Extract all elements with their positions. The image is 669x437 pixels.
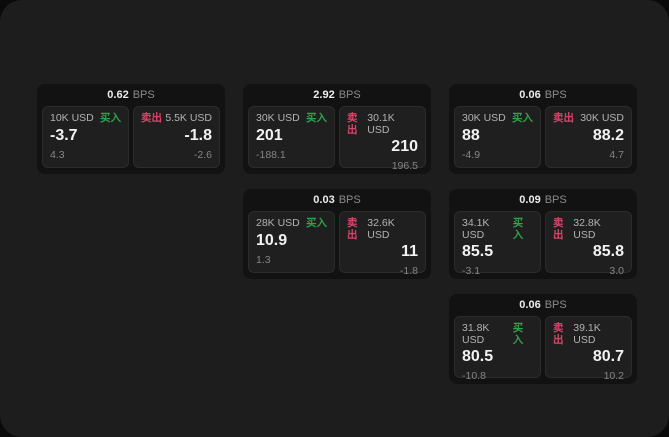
sell-amount: 32.8K USD	[573, 217, 601, 241]
sell-amount: 39.1K USD	[573, 322, 601, 346]
buy-sub-value: 1.3	[256, 253, 271, 266]
sell-panel[interactable]: 卖出 32.6K USD 11 -1.8	[339, 211, 426, 277]
sell-price: 88.2	[592, 126, 624, 144]
buy-sell-panels: 10K USD 买入 -3.7 4.3 卖出 5.5K USD -1.8 -2.…	[42, 106, 220, 168]
buy-sell-panels: 31.8K USD 买入 80.5 -10.8 卖出 39.1K USD 80.…	[454, 316, 632, 382]
bps-unit-label: BPS	[544, 89, 567, 101]
card-header: 0.09 BPS	[449, 189, 637, 211]
buy-amount: 34.1K USD	[462, 217, 490, 241]
buy-panel[interactable]: 30K USD 买入 201 -188.1	[248, 106, 335, 168]
buy-sub-value: -4.9	[462, 148, 481, 161]
buy-sell-panels: 28K USD 买入 10.9 1.3 卖出 32.6K USD 11 -1.8	[248, 211, 426, 277]
card-header: 0.06 BPS	[449, 84, 637, 106]
sell-amount: 30.1K USD	[367, 112, 395, 136]
buy-amount: 31.8K USD	[462, 322, 490, 346]
sell-panel[interactable]: 卖出 5.5K USD -1.8 -2.6	[133, 106, 220, 168]
quote-card: 0.06 BPS 30K USD 买入 88 -4.9 卖出 30K USD 8…	[449, 84, 637, 174]
quote-card: 0.62 BPS 10K USD 买入 -3.7 4.3 卖出 5.5K USD…	[37, 84, 225, 174]
buy-amount: 28K USD	[256, 217, 300, 229]
buy-tag: 买入	[512, 112, 533, 124]
buy-sell-panels: 30K USD 买入 201 -188.1 卖出 30.1K USD 210 1…	[248, 106, 426, 172]
buy-tag: 买入	[512, 217, 524, 241]
buy-panel[interactable]: 28K USD 买入 10.9 1.3	[248, 211, 335, 273]
buy-sell-panels: 30K USD 买入 88 -4.9 卖出 30K USD 88.2 4.7	[454, 106, 632, 168]
buy-price: 80.5	[462, 348, 494, 366]
buy-sub-value: -188.1	[256, 148, 286, 161]
sell-sub-value: -2.6	[193, 148, 212, 161]
buy-sub-value: 4.3	[50, 148, 65, 161]
sell-tag: 卖出	[553, 322, 564, 346]
sell-tag: 卖出	[553, 217, 564, 241]
buy-sub-value: -3.1	[462, 265, 481, 278]
bps-value: 0.03	[313, 194, 335, 206]
buy-price: -3.7	[50, 126, 78, 144]
bps-unit-label: BPS	[338, 194, 361, 206]
sell-panel[interactable]: 卖出 39.1K USD 80.7 10.2	[545, 316, 632, 382]
buy-tag: 买入	[306, 112, 327, 124]
sell-price: 85.8	[592, 243, 624, 261]
sell-price: 80.7	[592, 348, 624, 366]
buy-amount: 30K USD	[462, 112, 506, 124]
sell-sub-value: 3.0	[609, 265, 624, 278]
sell-sub-value: -1.8	[399, 265, 418, 278]
sell-price: 210	[391, 138, 418, 156]
bps-unit-label: BPS	[544, 299, 567, 311]
bps-value: 0.09	[519, 194, 541, 206]
bps-unit-label: BPS	[544, 194, 567, 206]
bps-value: 0.62	[107, 89, 129, 101]
sell-amount: 5.5K USD	[165, 112, 212, 124]
sell-sub-value: 196.5	[391, 160, 418, 173]
bps-unit-label: BPS	[338, 89, 361, 101]
bps-value: 0.06	[519, 299, 541, 311]
quote-card: 0.03 BPS 28K USD 买入 10.9 1.3 卖出 32.6K US…	[243, 189, 431, 279]
buy-amount: 10K USD	[50, 112, 94, 124]
card-header: 0.06 BPS	[449, 294, 637, 316]
quote-card: 0.06 BPS 31.8K USD 买入 80.5 -10.8 卖出 39.1…	[449, 294, 637, 384]
buy-panel[interactable]: 31.8K USD 买入 80.5 -10.8	[454, 316, 541, 382]
buy-panel[interactable]: 30K USD 买入 88 -4.9	[454, 106, 541, 168]
quote-card: 0.09 BPS 34.1K USD 买入 85.5 -3.1 卖出 32.8K…	[449, 189, 637, 279]
sell-tag: 卖出	[553, 112, 574, 124]
sell-tag: 卖出	[347, 112, 358, 136]
buy-tag: 买入	[100, 112, 121, 124]
sell-sub-value: 10.2	[603, 370, 624, 383]
sell-panel[interactable]: 卖出 30.1K USD 210 196.5	[339, 106, 426, 172]
sell-tag: 卖出	[347, 217, 358, 241]
sell-amount: 30K USD	[580, 112, 624, 124]
buy-panel[interactable]: 10K USD 买入 -3.7 4.3	[42, 106, 129, 168]
buy-sell-panels: 34.1K USD 买入 85.5 -3.1 卖出 32.8K USD 85.8…	[454, 211, 632, 277]
buy-price: 88	[462, 126, 480, 144]
quote-card: 2.92 BPS 30K USD 买入 201 -188.1 卖出 30.1K …	[243, 84, 431, 174]
sell-tag: 卖出	[141, 112, 162, 124]
card-header: 0.03 BPS	[243, 189, 431, 211]
buy-price: 201	[256, 126, 283, 144]
bps-value: 2.92	[313, 89, 335, 101]
sell-price: 11	[401, 243, 418, 261]
buy-tag: 买入	[512, 322, 524, 346]
sell-panel[interactable]: 卖出 30K USD 88.2 4.7	[545, 106, 632, 168]
buy-price: 85.5	[462, 243, 494, 261]
buy-panel[interactable]: 34.1K USD 买入 85.5 -3.1	[454, 211, 541, 277]
buy-price: 10.9	[256, 231, 288, 249]
buy-sub-value: -10.8	[462, 370, 486, 383]
sell-sub-value: 4.7	[609, 148, 624, 161]
buy-amount: 30K USD	[256, 112, 300, 124]
buy-tag: 买入	[306, 217, 327, 229]
card-header: 0.62 BPS	[37, 84, 225, 106]
sell-price: -1.8	[184, 126, 212, 144]
sell-panel[interactable]: 卖出 32.8K USD 85.8 3.0	[545, 211, 632, 277]
card-header: 2.92 BPS	[243, 84, 431, 106]
bps-value: 0.06	[519, 89, 541, 101]
bps-unit-label: BPS	[132, 89, 155, 101]
sell-amount: 32.6K USD	[367, 217, 395, 241]
